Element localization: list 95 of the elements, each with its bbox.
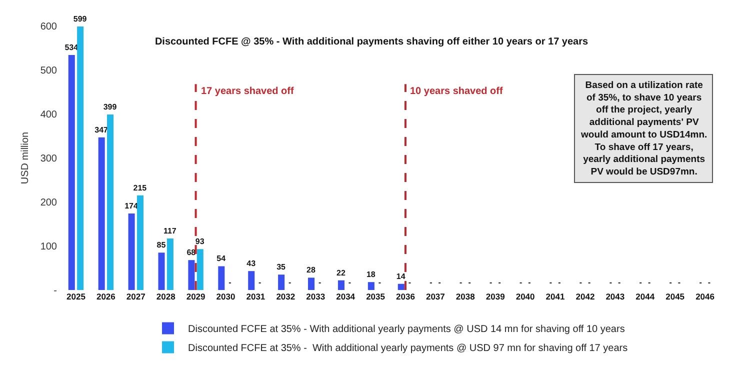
data-label: - xyxy=(708,278,711,287)
data-label: - xyxy=(258,278,262,287)
x-tick-label: 2044 xyxy=(636,292,655,302)
data-label: - xyxy=(430,278,433,287)
bar xyxy=(107,114,114,290)
data-label: - xyxy=(639,278,642,287)
bar xyxy=(196,249,204,290)
data-label: - xyxy=(678,278,681,287)
legend-label: Discounted FCFE at 35% - With additional yearly payments @ USD 14 mn for shaving off 10 years xyxy=(188,324,625,336)
x-tick-label: 2032 xyxy=(276,292,296,302)
data-label: 22 xyxy=(336,268,346,278)
x-tick-label: 2031 xyxy=(246,292,266,302)
bar xyxy=(278,274,285,290)
x-tick-label: 2043 xyxy=(606,292,625,302)
data-label: - xyxy=(579,278,582,287)
data-label: - xyxy=(490,278,492,287)
bar xyxy=(136,195,144,290)
bar xyxy=(248,271,255,290)
bar xyxy=(166,238,174,290)
data-label: - xyxy=(588,278,592,287)
data-label: - xyxy=(498,278,502,287)
x-tick-label: 2045 xyxy=(666,292,685,302)
x-tick-label: 2036 xyxy=(396,292,416,302)
data-label: - xyxy=(528,278,532,287)
data-label: - xyxy=(558,278,562,287)
bar xyxy=(308,278,315,290)
data-label: - xyxy=(348,278,352,287)
bar xyxy=(98,137,105,290)
x-tick-label: 2028 xyxy=(156,292,176,302)
data-label: 215 xyxy=(133,183,148,192)
x-tick-label: 2033 xyxy=(306,292,326,302)
data-label: - xyxy=(618,278,622,287)
data-label: 35 xyxy=(276,262,286,272)
x-tick-label: 2041 xyxy=(546,292,565,302)
data-label: - xyxy=(460,278,463,287)
data-label: - xyxy=(378,278,382,287)
bar xyxy=(368,282,374,290)
annotation: Based on a utilization rate of 35%, to shave 10 years off the project, yearly additional payments' PV would amount to USD14mn. To shave off 17 years, yearly additional payments PV would be USD97mn. xyxy=(580,80,708,178)
ref-line-label: 17 years shaved off xyxy=(201,86,294,97)
x-tick-label: 2034 xyxy=(336,292,356,302)
data-label: - xyxy=(408,278,412,287)
bar xyxy=(158,252,165,290)
data-label: - xyxy=(699,278,702,287)
data-label: 28 xyxy=(306,266,316,275)
data-label: - xyxy=(549,278,552,287)
bar xyxy=(68,55,75,290)
data-label: 14 xyxy=(396,272,406,281)
data-label: 85 xyxy=(156,240,166,250)
x-tick-label: 2038 xyxy=(456,292,476,302)
data-label: - xyxy=(438,278,442,287)
bar xyxy=(218,266,225,290)
data-label: 43 xyxy=(246,259,256,268)
ref-line-label: 10 years shaved off xyxy=(410,86,504,97)
bar xyxy=(128,213,135,290)
y-tick-label: 200 xyxy=(40,198,58,208)
data-label: 399 xyxy=(103,102,118,112)
data-label: 18 xyxy=(366,270,376,280)
data-label: - xyxy=(669,278,672,287)
x-tick-label: 2029 xyxy=(186,292,206,302)
data-label: 117 xyxy=(163,226,177,236)
y-tick-label: 600 xyxy=(40,22,58,32)
legend-label: Discounted FCFE at 35% - With additional yearly payments @ USD 97 mn for shaving off 17 years xyxy=(188,343,628,354)
data-label: 68 xyxy=(186,248,196,258)
bar xyxy=(188,260,195,290)
bar xyxy=(77,26,84,290)
y-tick-label: 300 xyxy=(40,154,58,164)
data-label: 599 xyxy=(73,14,88,24)
data-label: - xyxy=(468,278,472,287)
data-label: - xyxy=(228,278,232,287)
x-tick-label: 2042 xyxy=(576,292,595,302)
y-tick-label: 500 xyxy=(40,66,58,76)
bar xyxy=(398,284,404,290)
x-tick-label: 2035 xyxy=(366,292,386,302)
data-label: - xyxy=(288,278,292,287)
data-label: 93 xyxy=(195,237,205,246)
x-tick-label: 2027 xyxy=(126,292,146,302)
data-label: 174 xyxy=(124,201,138,210)
data-label: - xyxy=(519,278,522,287)
y-axis-title: USD million xyxy=(20,132,31,184)
data-label: - xyxy=(609,278,612,287)
x-tick-label: 2025 xyxy=(66,292,86,302)
x-tick-label: 2039 xyxy=(486,292,506,302)
data-label: - xyxy=(318,278,322,287)
y-tick-label: - xyxy=(54,286,57,296)
text: Discounted FCFE @ 35% - With additional payments shaving off either 10 years or 17 years xyxy=(154,36,588,48)
bar xyxy=(338,280,344,290)
x-tick-label: 2046 xyxy=(696,292,715,302)
data-label: - xyxy=(648,278,651,287)
x-tick-label: 2037 xyxy=(426,292,446,302)
x-tick-label: 2030 xyxy=(216,292,236,302)
x-tick-label: 2040 xyxy=(516,292,536,302)
y-tick-label: 400 xyxy=(40,110,58,120)
x-tick-label: 2026 xyxy=(96,292,116,302)
data-label: 54 xyxy=(216,254,226,264)
y-tick-label: 100 xyxy=(40,242,58,252)
